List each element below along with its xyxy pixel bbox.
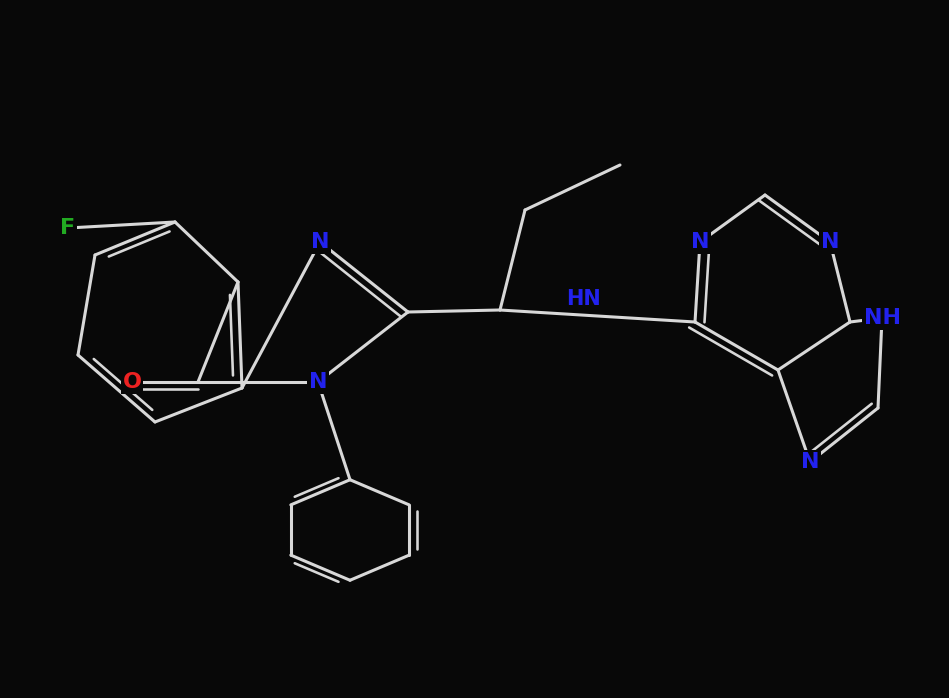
Text: N: N (821, 232, 839, 252)
Text: N: N (310, 232, 329, 252)
Text: HN: HN (566, 288, 601, 309)
Text: F: F (61, 218, 76, 238)
Text: N: N (691, 232, 709, 252)
Text: NH: NH (864, 308, 901, 328)
Text: N: N (801, 452, 819, 472)
Text: N: N (308, 372, 327, 392)
Text: O: O (122, 372, 141, 392)
